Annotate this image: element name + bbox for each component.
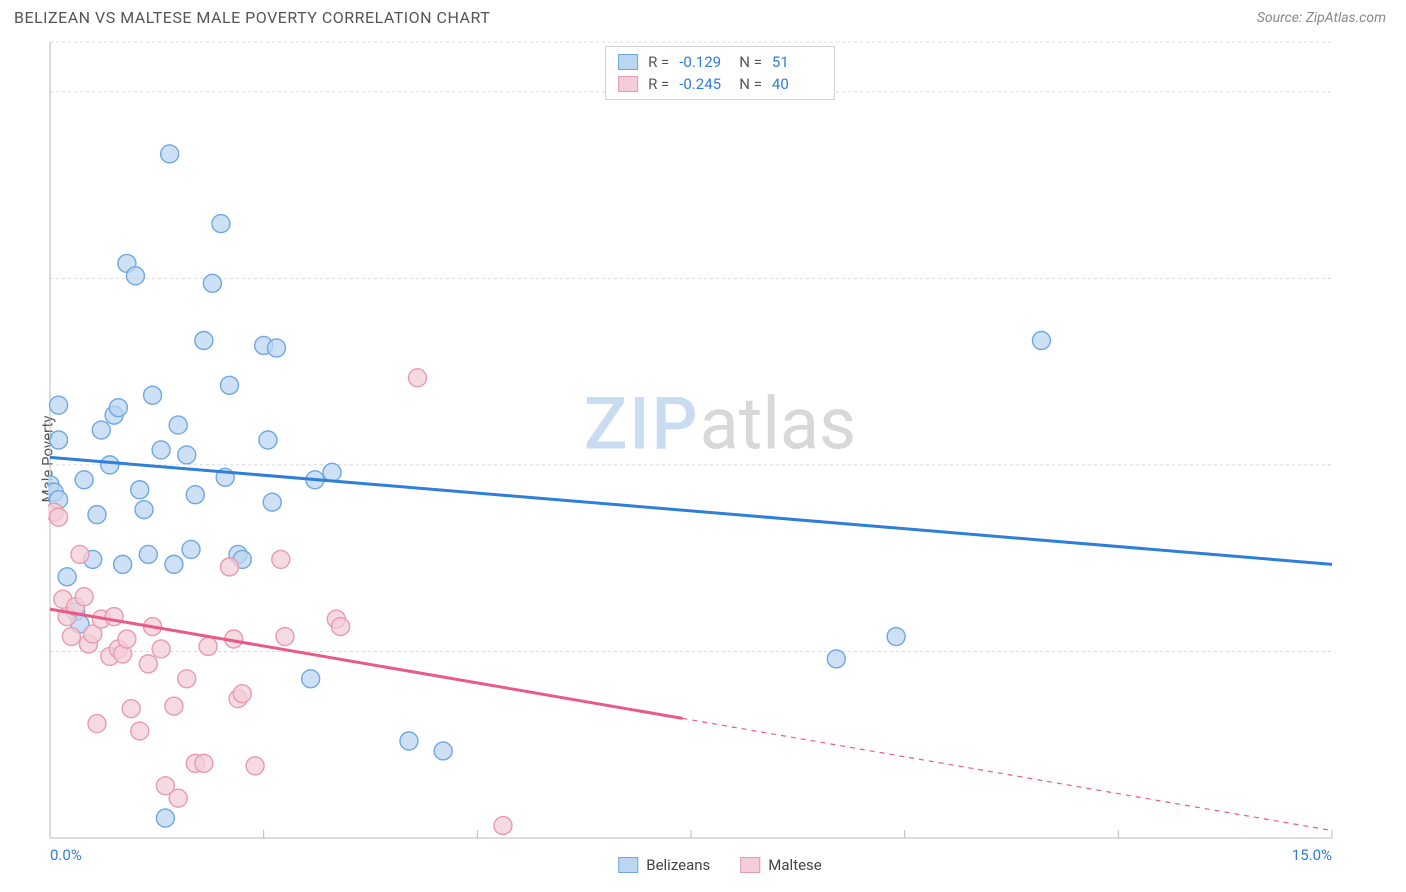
source-attribution: Source: ZipAtlas.com xyxy=(1257,10,1386,26)
series-label: Maltese xyxy=(768,856,821,874)
legend-swatch xyxy=(618,54,638,70)
x-tick-label: 15.0% xyxy=(1292,846,1332,864)
r-label: R = xyxy=(648,75,669,93)
chart-header: BELIZEAN VS MALTESE MALE POVERTY CORRELA… xyxy=(0,0,1406,35)
n-label: N = xyxy=(739,53,762,71)
series-legend-item: Belizeans xyxy=(618,856,710,874)
r-label: R = xyxy=(648,53,669,71)
r-value: -0.245 xyxy=(679,75,729,93)
r-value: -0.129 xyxy=(679,53,729,71)
n-value: 40 xyxy=(772,75,822,93)
series-legend-item: Maltese xyxy=(740,856,821,874)
scatter-svg xyxy=(48,40,1392,840)
series-label: Belizeans xyxy=(646,856,710,874)
correlation-legend-row: R = -0.129 N = 51 xyxy=(618,51,822,73)
n-label: N = xyxy=(739,75,762,93)
plot-area: ZIPatlas R =-0.129N =51R =-0.245N =40 7.… xyxy=(48,40,1392,840)
x-tick-label: 0.0% xyxy=(50,846,82,864)
correlation-legend: R = -0.129 N = 51 R = -0.245 N = 40 xyxy=(605,46,835,100)
chart-title: BELIZEAN VS MALTESE MALE POVERTY CORRELA… xyxy=(14,8,490,27)
n-value: 51 xyxy=(772,53,822,71)
legend-swatch xyxy=(618,76,638,92)
legend-swatch xyxy=(740,857,760,873)
series-legend: Belizeans Maltese xyxy=(618,856,822,874)
chart-container: Male Poverty ZIPatlas R =-0.129N =51R =-… xyxy=(14,40,1392,878)
correlation-legend-row: R = -0.245 N = 40 xyxy=(618,73,822,95)
legend-swatch xyxy=(618,857,638,873)
